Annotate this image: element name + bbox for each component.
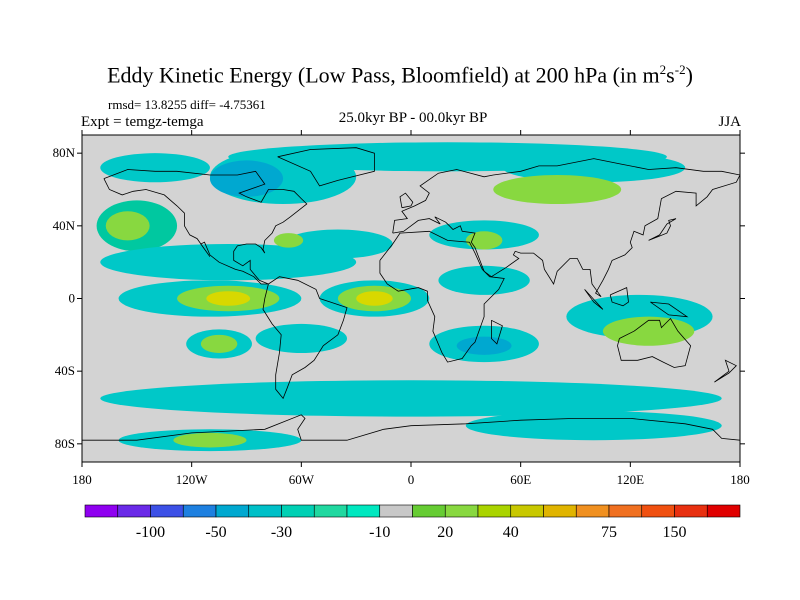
x-axis: 180 120W 60W 0 60E 120E 180: [72, 130, 750, 487]
colorbar-label-6: 75: [601, 524, 617, 541]
field-region-7: [100, 243, 357, 281]
colorbar-swatch-19: [706, 504, 741, 518]
coastline-8: [584, 289, 604, 310]
coastline-2: [277, 147, 375, 187]
colorbar-label-7: 150: [663, 524, 687, 541]
field-region-10: [465, 231, 503, 250]
coastline-5: [617, 317, 692, 368]
colorbar-swatch-2: [150, 504, 184, 518]
colorbar-swatch-17: [641, 504, 675, 518]
colorbar-swatch-12: [477, 504, 512, 518]
y-axis: 80N 40N 0 40S 80S: [53, 145, 745, 451]
x-tick-label-3: 0: [408, 472, 415, 487]
y-tick-label-2: 0: [69, 291, 76, 306]
title-main: Eddy Kinetic Energy (Low Pass, Bloomfiel…: [107, 62, 660, 88]
colorbar-swatch-14: [543, 504, 577, 518]
field-region-1: [502, 153, 686, 183]
colorbar-swatch-15: [575, 504, 610, 518]
title-superscript-2: -2: [674, 62, 686, 77]
field-region-18: [438, 265, 530, 295]
field-region-27: [465, 411, 722, 441]
period-text: 25.0kyr BP - 00.0kyr BP: [338, 110, 488, 126]
y-tick-label-3: 40S: [55, 363, 75, 378]
coastline-3: [392, 158, 740, 298]
colorbar-label-3: -10: [369, 524, 390, 541]
field-region-29: [173, 432, 247, 448]
x-tick-label-1: 120W: [176, 472, 209, 487]
colorbar-label-0: -100: [136, 524, 165, 541]
stats-text: rmsd= 13.8255 diff= -4.75361: [108, 97, 266, 112]
experiment-text: Expt = temgz-temga: [81, 114, 204, 130]
colorbar-swatch-5: [248, 504, 282, 518]
coastline-0: [103, 169, 308, 285]
field-region-8: [283, 229, 393, 259]
colorbar-swatch-18: [674, 504, 708, 518]
x-tick-label-5: 120E: [617, 472, 645, 487]
colorbar-label-5: 40: [503, 524, 519, 541]
coastline-1: [262, 276, 348, 400]
title-middle: s: [666, 62, 675, 88]
y-tick-label-4: 80S: [55, 436, 75, 451]
coastline-13: [82, 414, 740, 441]
field-region-4: [100, 153, 210, 183]
colorbar-label-4: 20: [437, 524, 453, 541]
coastline-12: [714, 359, 737, 383]
colorbar-swatch-0: [84, 504, 119, 518]
field-region-25: [456, 336, 512, 355]
y-tick-label-1: 40N: [53, 218, 76, 233]
colorbar-swatch-4: [215, 504, 250, 518]
field-region-30: [493, 174, 622, 205]
title-end: ): [685, 62, 693, 88]
colorbar-swatch-1: [117, 504, 151, 518]
colorbar-label-2: -30: [271, 524, 292, 541]
y-tick-label-0: 80N: [53, 145, 76, 160]
field-region-22: [200, 334, 238, 353]
colorbar-swatch-3: [182, 504, 217, 518]
coastline-7: [648, 218, 677, 241]
coastline-10: [650, 301, 689, 318]
title-superscript-1: 2: [659, 62, 667, 77]
colorbar-swatch-16: [608, 504, 643, 518]
colorbar-swatch-6: [281, 504, 315, 518]
coastline-layer: [82, 147, 740, 441]
colorbar-swatch-8: [346, 504, 381, 518]
chart-title: Eddy Kinetic Energy (Low Pass, Bloomfiel…: [0, 62, 800, 88]
x-tick-label-0: 180: [72, 472, 92, 487]
colorbar-swatch-9: [379, 504, 413, 518]
x-tick-label-4: 60E: [510, 472, 531, 487]
field-region-14: [206, 291, 251, 306]
field-region-17: [356, 291, 393, 306]
colorbar-swatch-13: [510, 504, 544, 518]
coastline-6: [399, 192, 414, 209]
field-region-26: [100, 380, 722, 417]
x-tick-label-6: 180: [730, 472, 750, 487]
coastline-9: [609, 287, 629, 307]
field-region-6: [105, 211, 150, 241]
colorbar-swatch-11: [444, 504, 479, 518]
coastline-11: [490, 319, 503, 345]
colorbar-swatch-7: [313, 504, 348, 518]
x-tick-label-2: 60W: [289, 472, 315, 487]
field-region-20: [602, 316, 695, 346]
coastline-4: [379, 230, 505, 363]
colorbar: -100 -50 -30 -10 20 40 75 150: [84, 504, 741, 541]
season-text: JJA: [718, 114, 741, 130]
field-region-3: [209, 160, 284, 197]
field-layer: [96, 142, 722, 452]
colorbar-swatch-10: [412, 504, 446, 518]
colorbar-label-1: -50: [205, 524, 226, 541]
field-region-11: [273, 233, 304, 248]
